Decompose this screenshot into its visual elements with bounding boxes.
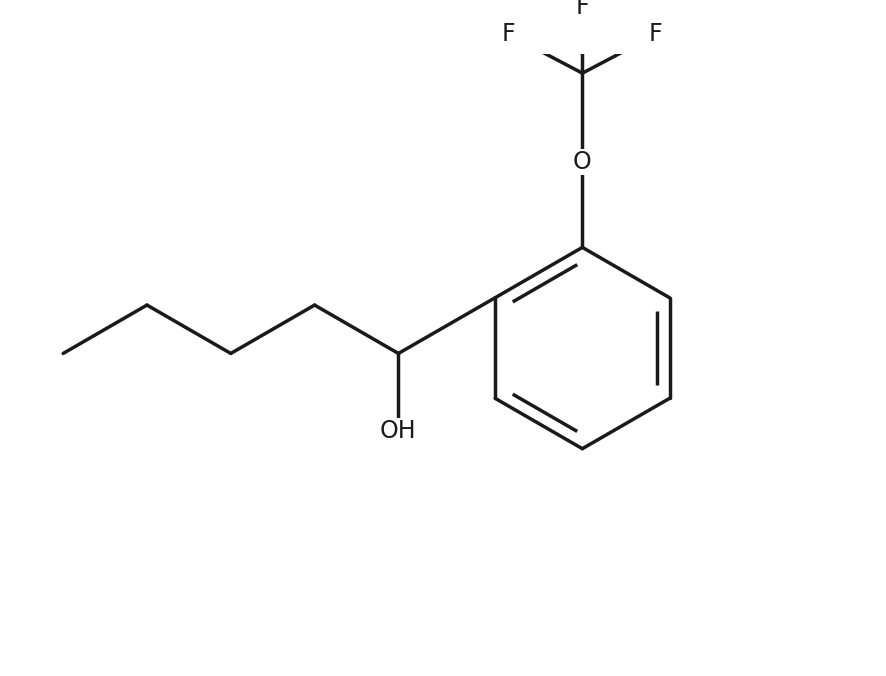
Text: F: F [502, 22, 516, 47]
Text: F: F [576, 0, 589, 20]
Text: OH: OH [380, 419, 416, 443]
Text: O: O [573, 150, 592, 174]
Text: F: F [649, 22, 663, 47]
